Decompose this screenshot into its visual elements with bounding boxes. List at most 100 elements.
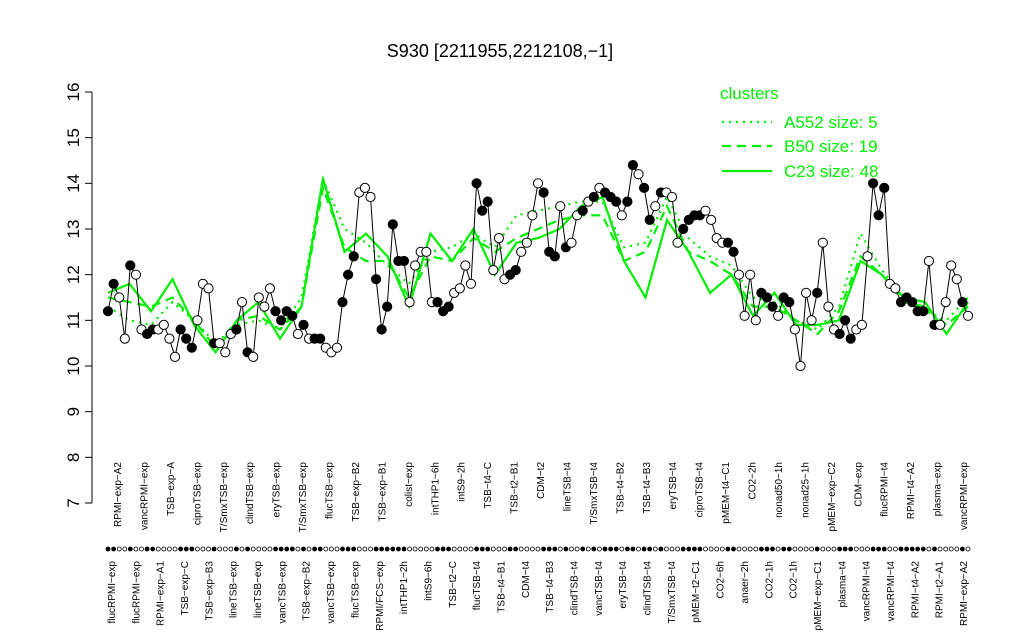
rug-dot [831,546,837,552]
rug-dot [826,546,831,552]
data-point [164,333,175,344]
rug-dot [798,546,803,552]
legend-label: C23 size: 48 [784,162,879,181]
bottom-x-label: CO2−1h [789,561,800,599]
rug-dot [647,546,653,552]
data-point [761,292,773,303]
data-point [588,191,599,203]
data-point [946,260,957,271]
rug-dot [446,546,452,552]
bottom-x-label: RPMI−exp−A1 [156,561,167,626]
rug-dot [462,546,468,552]
rug-dot [507,546,513,552]
data-point [460,260,471,271]
rug-dot [781,546,787,552]
data-point [264,283,275,294]
data-point [890,283,901,294]
bottom-x-label: pMEM−exp−C1 [813,561,824,631]
rug-dot [786,546,792,552]
rug-dot [597,546,602,552]
rug-dot [217,546,223,552]
rug-dot [792,546,798,552]
top-x-label: TSB−t4−C [483,462,494,509]
data-point [382,301,393,312]
data-point [236,297,248,308]
y-tick-label: 14 [64,174,83,193]
rug-dot [267,546,273,552]
bottom-x-label: intTHP1−2h [399,561,410,614]
bottom-x-label: RPMI−t4−A2 [910,561,921,619]
top-x-label: CO2−2h [748,462,759,500]
bottom-x-label: RPMI−t2−A1 [935,561,946,619]
rug-dot [295,546,301,552]
data-point [666,191,678,203]
rug-dot [669,546,675,552]
data-point [158,319,169,330]
data-point [125,260,136,271]
data-point [359,182,370,193]
data-point [477,205,488,216]
data-point [192,315,203,326]
bottom-x-label: plasma−t4 [837,561,848,608]
top-x-label: CDM−exp [853,462,864,507]
rug-dot [317,546,323,552]
data-point [789,324,801,335]
rug-dot [692,546,697,552]
rug-dot [502,546,507,552]
data-point [935,319,946,330]
rug-dot [284,546,290,552]
data-point [812,287,823,298]
rug-dot [116,546,122,552]
rug-dot [731,546,736,552]
rug-dot [373,546,379,552]
data-point [259,301,270,312]
data-point [421,246,432,257]
mean-line-dashed [107,183,969,350]
rug-dot [960,546,965,552]
y-tick-label: 10 [64,357,83,376]
rug-dot [261,546,267,552]
rug-dot [641,546,647,552]
rug-dot [915,546,921,552]
rug-dot [742,546,747,552]
data-point [516,246,527,257]
rug-dot [703,546,708,552]
mean-lines [107,175,969,355]
rug-dot [435,546,440,552]
rug-dot [407,546,413,552]
data-point [555,201,566,212]
rug-dot [245,546,251,552]
rug-dot [362,546,368,552]
data-point [493,233,504,244]
rug-dot [652,546,658,552]
data-point [806,315,817,326]
top-x-label: eryTSB−t4 [668,462,679,510]
bottom-x-labels: flucRPMI−exp flucRPMI−exp RPMI−exp−A1 TSB−e… [107,561,970,631]
top-x-label: clindTSB−exp [245,462,256,524]
rug-dot [485,546,491,552]
rug-dot [356,546,362,552]
rug-dot [664,546,669,552]
data-point [102,306,114,317]
data-point [957,297,968,308]
mean-line-solid [107,178,969,355]
rug-dot [474,546,480,552]
rug-dot [194,546,200,552]
rug-dot [686,546,692,552]
rug-dot [323,546,329,552]
top-x-label: TSB−t4−B3 [642,462,653,514]
y-tick-label: 13 [64,220,83,239]
data-point [488,265,499,276]
data-point [616,210,627,221]
rug-dot [563,546,569,552]
rug-dot [535,546,541,552]
rug-dot [848,546,854,552]
data-point [270,306,281,317]
rug-dot [384,546,390,552]
rug-dot [842,546,848,552]
y-tick-label: 9 [64,407,83,416]
rug-dot [775,546,781,552]
bottom-x-label: clindTSB−t4 [570,561,581,616]
data-point [510,265,521,276]
rug-dot [837,546,842,552]
